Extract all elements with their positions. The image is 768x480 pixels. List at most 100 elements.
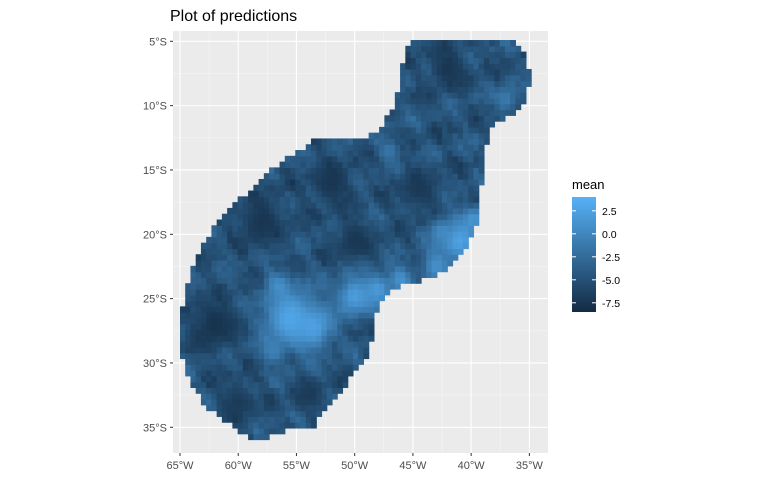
- raster-cell: [269, 352, 275, 360]
- raster-cell: [200, 346, 207, 354]
- raster-cell: [494, 103, 501, 111]
- raster-cell: [468, 173, 475, 180]
- raster-cell: [190, 312, 197, 319]
- raster-cell: [363, 173, 370, 180]
- raster-cell: [321, 277, 328, 284]
- raster-cell: [258, 213, 265, 221]
- raster-cell: [426, 132, 433, 140]
- raster-cell: [410, 144, 417, 151]
- raster-cell: [520, 68, 527, 76]
- raster-cell: [373, 219, 380, 226]
- raster-cell: [483, 86, 490, 93]
- raster-cell: [452, 150, 459, 157]
- raster-cell: [352, 138, 359, 145]
- raster-cell: [452, 121, 459, 128]
- raster-cell: [421, 196, 427, 203]
- raster-cell: [274, 364, 281, 371]
- raster-cell: [431, 173, 438, 180]
- raster-cell: [363, 190, 370, 197]
- raster-cell: [342, 173, 349, 180]
- raster-cell: [310, 260, 317, 267]
- raster-cell: [190, 381, 197, 389]
- raster-cell: [394, 92, 401, 99]
- raster-cell: [468, 225, 475, 232]
- raster-cell: [478, 109, 485, 116]
- raster-cell: [300, 207, 307, 215]
- raster-cell: [421, 45, 427, 53]
- raster-cell: [269, 398, 275, 406]
- raster-cell: [347, 167, 354, 174]
- raster-cell: [384, 121, 391, 128]
- raster-cell: [452, 92, 459, 99]
- raster-cell: [279, 422, 286, 429]
- raster-cell: [342, 260, 349, 267]
- raster-cell: [363, 178, 370, 186]
- raster-cell: [232, 335, 239, 342]
- raster-cell: [405, 115, 412, 122]
- raster-cell: [190, 352, 197, 360]
- raster-cell: [211, 393, 218, 400]
- raster-cell: [415, 63, 422, 70]
- raster-cell: [447, 40, 454, 47]
- prediction-raster: [179, 40, 532, 441]
- raster-cell: [483, 115, 490, 122]
- raster-cell: [436, 178, 443, 186]
- raster-cell: [342, 300, 349, 307]
- raster-cell: [442, 97, 448, 105]
- raster-cell: [515, 45, 522, 53]
- raster-cell: [368, 190, 375, 197]
- raster-cell: [436, 45, 443, 53]
- raster-cell: [284, 178, 291, 186]
- raster-cell: [211, 225, 218, 232]
- raster-cell: [331, 184, 338, 192]
- raster-cell: [290, 213, 296, 221]
- raster-cell: [211, 375, 218, 383]
- raster-cell: [347, 161, 354, 168]
- raster-cell: [368, 260, 375, 267]
- raster-cell: [248, 196, 254, 203]
- raster-cell: [310, 387, 317, 394]
- raster-cell: [447, 109, 454, 116]
- raster-cell: [284, 364, 291, 371]
- raster-cell: [462, 40, 469, 47]
- raster-cell: [379, 126, 385, 134]
- raster-cell: [274, 410, 281, 417]
- raster-cell: [185, 329, 192, 336]
- raster-cell: [300, 288, 307, 296]
- raster-cell: [237, 346, 244, 354]
- raster-cell: [415, 155, 422, 163]
- raster-cell: [473, 57, 480, 64]
- raster-cell: [274, 300, 281, 307]
- raster-cell: [342, 375, 349, 383]
- raster-cell: [221, 358, 228, 365]
- raster-cell: [426, 236, 433, 244]
- raster-cell: [504, 74, 511, 82]
- raster-cell: [326, 277, 333, 284]
- raster-cell: [305, 323, 312, 331]
- raster-cell: [269, 288, 275, 296]
- raster-cell: [415, 74, 422, 82]
- raster-cell: [447, 138, 454, 145]
- raster-cell: [190, 358, 197, 365]
- raster-cell: [379, 155, 385, 163]
- raster-cell: [179, 323, 186, 331]
- raster-cell: [373, 213, 380, 221]
- y-tick-label: 5°S: [149, 36, 167, 48]
- raster-cell: [248, 277, 254, 284]
- raster-cell: [290, 312, 296, 319]
- raster-cell: [316, 283, 323, 290]
- raster-cell: [389, 248, 396, 255]
- raster-cell: [206, 260, 213, 267]
- raster-cell: [310, 358, 317, 365]
- raster-cell: [379, 161, 385, 168]
- raster-cell: [442, 231, 448, 238]
- raster-cell: [300, 381, 307, 389]
- raster-cell: [242, 236, 249, 244]
- raster-cell: [431, 190, 438, 197]
- raster-cell: [321, 393, 328, 400]
- raster-cell: [258, 271, 265, 279]
- raster-cell: [352, 323, 359, 331]
- raster-cell: [468, 231, 475, 238]
- raster-cell: [347, 329, 354, 336]
- raster-cell: [379, 231, 385, 238]
